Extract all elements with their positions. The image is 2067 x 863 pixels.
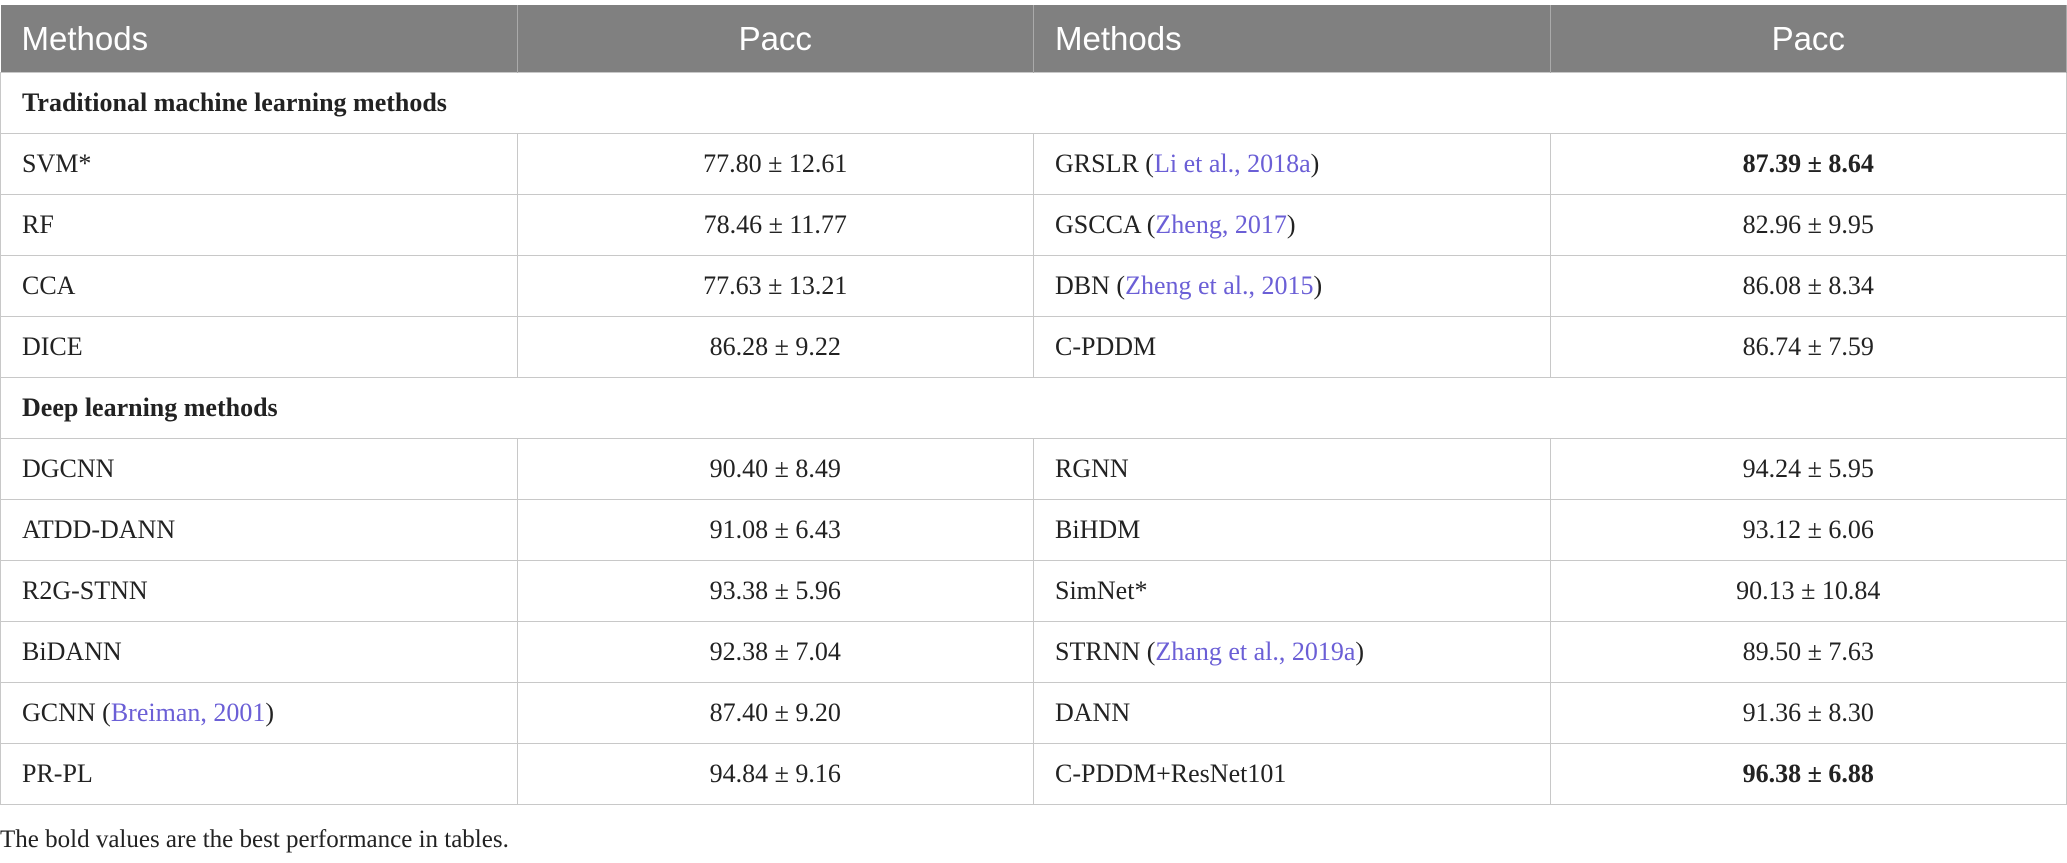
column-header: Methods: [0, 5, 518, 73]
pacc-cell: 93.12 ± 6.06: [1549, 499, 2067, 561]
data-row: R2G-STNN 93.38 ± 5.96 SimNet* 90.13 ± 10.84: [0, 560, 2067, 622]
pacc-cell: 93.38 ± 5.96: [516, 560, 1034, 622]
cell-text: DBN (: [1055, 271, 1126, 300]
citation[interactable]: Zheng et al., 2015: [1125, 271, 1314, 300]
cell-text: GCNN (: [22, 698, 111, 727]
pacc-cell: 86.74 ± 7.59: [1549, 316, 2067, 378]
data-row: PR-PL 94.84 ± 9.16 C-PDDM+ResNet101 96.38 ±…: [0, 743, 2067, 805]
pacc-cell: 78.46 ± 11.77: [516, 194, 1034, 256]
pacc-cell: 89.50 ± 7.63: [1549, 621, 2067, 683]
cell-text: GRSLR (: [1055, 149, 1154, 178]
column-header: Methods: [1033, 5, 1551, 73]
cell-text: 87.39 ± 8.64: [1742, 149, 1874, 178]
footnote: The bold values are the best performance…: [0, 826, 509, 853]
pacc-cell: 87.39 ± 8.64: [1549, 133, 2067, 195]
method-cell: DICE: [0, 316, 518, 378]
method-cell: GCNN (Breiman, 2001): [0, 682, 518, 744]
method-cell: DGCNN: [0, 438, 518, 500]
method-cell: BiHDM: [1033, 499, 1551, 561]
method-cell: CCA: [0, 255, 518, 317]
method-cell: DANN: [1033, 682, 1551, 744]
method-cell: STRNN (Zhang et al., 2019a): [1033, 621, 1551, 683]
pacc-cell: 90.40 ± 8.49: [516, 438, 1034, 500]
citation[interactable]: Zheng, 2017: [1155, 210, 1287, 239]
pacc-cell: 91.08 ± 6.43: [516, 499, 1034, 561]
pacc-cell: 90.13 ± 10.84: [1549, 560, 2067, 622]
method-cell: ATDD-DANN: [0, 499, 518, 561]
method-cell: RGNN: [1033, 438, 1551, 500]
pacc-cell: 87.40 ± 9.20: [516, 682, 1034, 744]
method-cell: SVM*: [0, 133, 518, 195]
data-row: CCA 77.63 ± 13.21 DBN (Zheng et al., 2015)…: [0, 255, 2067, 317]
citation[interactable]: Li et al., 2018a: [1153, 149, 1311, 178]
citation[interactable]: Breiman, 2001: [110, 698, 266, 727]
pacc-cell: 92.38 ± 7.04: [516, 621, 1034, 683]
data-row: DGCNN 90.40 ± 8.49 RGNN 94.24 ± 5.95: [0, 438, 2067, 500]
method-cell: R2G-STNN: [0, 560, 518, 622]
section-title: Deep learning methods: [0, 377, 2067, 439]
section-row: Deep learning methods: [0, 377, 2067, 439]
pacc-cell: 77.80 ± 12.61: [516, 133, 1034, 195]
method-cell: C-PDDM+ResNet101: [1033, 743, 1551, 805]
data-row: GCNN (Breiman, 2001) 87.40 ± 9.20 DANN 91.3…: [0, 682, 2067, 744]
cell-text: ): [1310, 149, 1320, 178]
data-row: DICE 86.28 ± 9.22 C-PDDM 86.74 ± 7.59: [0, 316, 2067, 378]
header-row: Methods Pacc Methods Pacc: [0, 5, 2067, 73]
section-row: Traditional machine learning methods: [0, 72, 2067, 134]
method-cell: GRSLR (Li et al., 2018a): [1033, 133, 1551, 195]
method-cell: PR-PL: [0, 743, 518, 805]
pacc-cell: 96.38 ± 6.88: [1549, 743, 2067, 805]
column-header: Pacc: [1550, 5, 2067, 73]
results-table: Methods Pacc Methods Pacc Traditional machin…: [0, 5, 2067, 805]
cell-text: ): [1286, 210, 1296, 239]
pacc-cell: 86.28 ± 9.22: [516, 316, 1034, 378]
cell-text: ): [1355, 637, 1365, 666]
data-row: SVM* 77.80 ± 12.61 GRSLR (Li et al., 2018a…: [0, 133, 2067, 195]
method-cell: GSCCA (Zheng, 2017): [1033, 194, 1551, 256]
method-cell: C-PDDM: [1033, 316, 1551, 378]
cell-text: GSCCA (: [1055, 210, 1156, 239]
cell-text: 96.38 ± 6.88: [1742, 759, 1874, 788]
pacc-cell: 86.08 ± 8.34: [1549, 255, 2067, 317]
data-row: RF 78.46 ± 11.77 GSCCA (Zheng, 2017) 82.96 …: [0, 194, 2067, 256]
method-cell: SimNet*: [1033, 560, 1551, 622]
cell-text: ): [1313, 271, 1323, 300]
method-cell: DBN (Zheng et al., 2015): [1033, 255, 1551, 317]
table-body: Traditional machine learning methods SVM*…: [0, 72, 2067, 805]
pacc-cell: 94.24 ± 5.95: [1549, 438, 2067, 500]
cell-text: STRNN (: [1055, 637, 1156, 666]
data-row: BiDANN 92.38 ± 7.04 STRNN (Zhang et al., 2…: [0, 621, 2067, 683]
pacc-cell: 91.36 ± 8.30: [1549, 682, 2067, 744]
column-header: Pacc: [517, 5, 1034, 73]
cell-text: ): [265, 698, 275, 727]
data-row: ATDD-DANN 91.08 ± 6.43 BiHDM 93.12 ± 6.06: [0, 499, 2067, 561]
pacc-cell: 94.84 ± 9.16: [516, 743, 1034, 805]
citation[interactable]: Zhang et al., 2019a: [1155, 637, 1356, 666]
method-cell: RF: [0, 194, 518, 256]
pacc-cell: 82.96 ± 9.95: [1549, 194, 2067, 256]
section-title: Traditional machine learning methods: [0, 72, 2067, 134]
pacc-cell: 77.63 ± 13.21: [516, 255, 1034, 317]
method-cell: BiDANN: [0, 621, 518, 683]
